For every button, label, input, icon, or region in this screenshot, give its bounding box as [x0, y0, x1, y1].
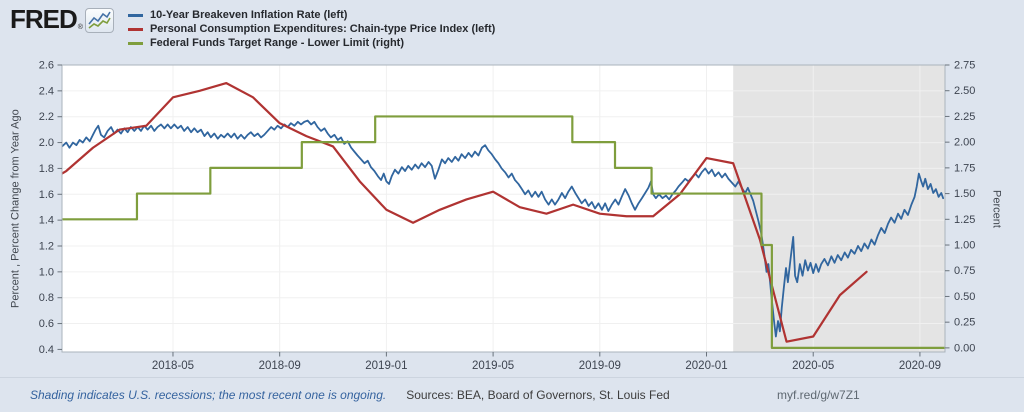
svg-text:2020-05: 2020-05 — [792, 360, 834, 372]
series-line-10-year-breakeven-inflation-rate — [62, 119, 945, 338]
legend-label: Personal Consumption Expenditures: Chain… — [149, 22, 496, 35]
svg-text:2.75: 2.75 — [954, 60, 975, 72]
svg-text:1.75: 1.75 — [954, 162, 975, 174]
svg-text:2.0: 2.0 — [39, 137, 54, 149]
svg-text:0.50: 0.50 — [954, 291, 975, 303]
fred-logo[interactable]: FRED ® — [10, 6, 114, 33]
svg-text:2019-01: 2019-01 — [365, 360, 407, 372]
legend-swatch-blue — [127, 13, 143, 17]
svg-text:2018-09: 2018-09 — [259, 360, 301, 372]
recession-note-link[interactable]: Shading indicates U.S. recessions; the m… — [30, 388, 387, 402]
plot-frame — [61, 64, 946, 353]
svg-text:0.00: 0.00 — [954, 342, 975, 354]
svg-text:1.25: 1.25 — [954, 214, 975, 226]
svg-text:1.4: 1.4 — [39, 215, 54, 227]
svg-text:2.2: 2.2 — [39, 111, 54, 123]
svg-text:2.25: 2.25 — [954, 111, 975, 123]
chart-header: FRED ® 10-Year Breakeven Inflation Rate (… — [10, 6, 495, 50]
legend-label: Federal Funds Target Range - Lower Limit… — [149, 36, 404, 49]
tick-labels: 2.6 2.4 2.2 2.0 1.8 1.6 1.4 1.2 1.0 0.8 0.6 0.4 2.75… — [39, 60, 976, 373]
svg-text:2018-05: 2018-05 — [152, 360, 194, 372]
right-axis-title: Percent — [990, 189, 1003, 228]
legend-label: 10-Year Breakeven Inflation Rate (left) — [149, 8, 348, 21]
svg-text:1.2: 1.2 — [39, 240, 54, 252]
legend-swatch-red — [127, 27, 143, 31]
sources-text: Sources: BEA, Board of Governors, St. Lo… — [406, 388, 670, 402]
legend-item-breakeven: 10-Year Breakeven Inflation Rate (left) — [127, 8, 495, 22]
svg-text:0.4: 0.4 — [39, 344, 54, 356]
svg-text:1.50: 1.50 — [954, 188, 975, 200]
series-line-federal-funds-target-range-lower-limit — [62, 115, 945, 349]
series-line-personal-consumption-expenditures-chain-type-price-index — [62, 81, 868, 343]
svg-text:2.50: 2.50 — [954, 85, 975, 97]
recession-shading — [733, 65, 945, 352]
chart-legend: 10-Year Breakeven Inflation Rate (left) … — [127, 6, 496, 50]
svg-text:1.00: 1.00 — [954, 240, 975, 252]
svg-text:2020-09: 2020-09 — [899, 360, 941, 372]
chart-footer: Shading indicates U.S. recessions; the m… — [0, 377, 1024, 412]
tick-marks — [57, 64, 950, 357]
svg-text:2019-09: 2019-09 — [579, 360, 621, 372]
svg-text:0.25: 0.25 — [954, 317, 975, 329]
svg-text:1.8: 1.8 — [39, 163, 54, 175]
registered-mark: ® — [77, 24, 83, 31]
svg-text:2.6: 2.6 — [39, 60, 54, 72]
fred-logo-chart-icon — [84, 8, 114, 33]
svg-text:0.75: 0.75 — [954, 265, 975, 277]
svg-text:1.6: 1.6 — [39, 189, 54, 201]
share-url: myf.red/g/w7Z1 — [777, 388, 860, 402]
svg-text:2019-05: 2019-05 — [472, 360, 514, 372]
svg-text:0.8: 0.8 — [39, 292, 54, 304]
legend-item-fedfunds: Federal Funds Target Range - Lower Limit… — [127, 36, 495, 50]
svg-text:2020-01: 2020-01 — [685, 360, 727, 372]
svg-text:1.0: 1.0 — [39, 266, 54, 278]
svg-text:0.6: 0.6 — [39, 318, 54, 330]
svg-text:2.00: 2.00 — [954, 137, 975, 149]
legend-swatch-green — [127, 41, 143, 45]
fred-logo-text: FRED — [10, 4, 78, 34]
legend-item-pce: Personal Consumption Expenditures: Chain… — [127, 22, 496, 36]
svg-text:2.4: 2.4 — [39, 85, 54, 97]
